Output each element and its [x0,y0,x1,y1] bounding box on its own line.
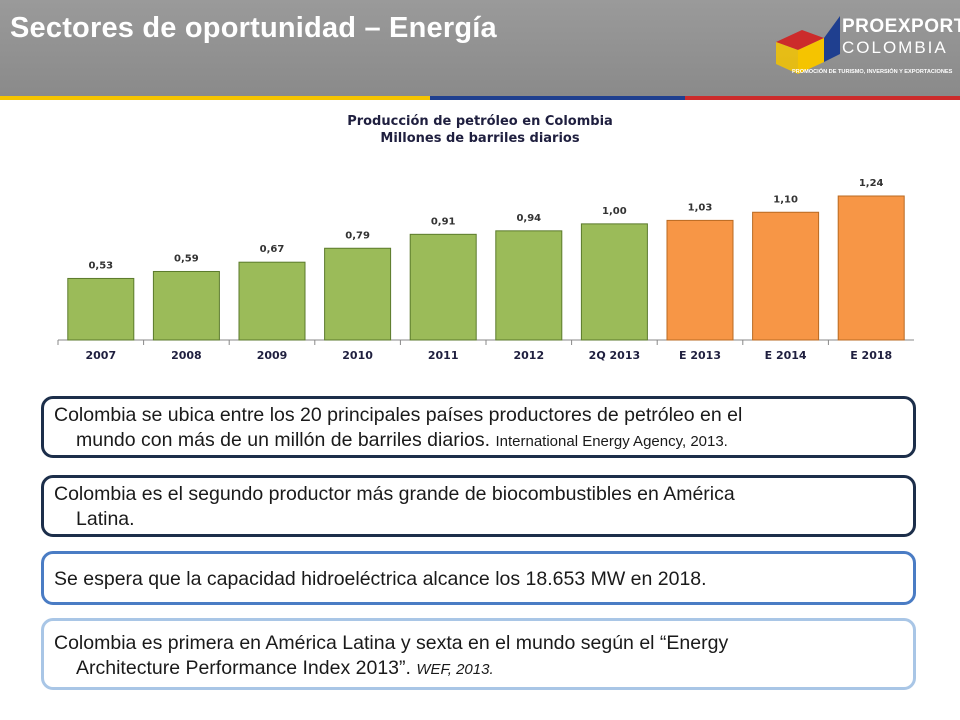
value-label: 0,79 [345,230,370,241]
box2-line1: Colombia es el segundo productor más gra… [54,483,735,505]
value-label: 0,53 [88,260,113,271]
category-label: 2012 [513,349,544,362]
value-label: 1,24 [859,178,884,189]
value-label: 1,00 [602,206,627,217]
bar-2011 [409,233,477,341]
info-box-biofuels: Colombia es el segundo productor más gra… [41,475,916,537]
value-label: 0,67 [260,244,285,255]
info-box-energy-index: Colombia es primera en América Latina y … [41,618,916,690]
value-label: 0,59 [174,253,199,264]
category-label: E 2014 [765,349,807,362]
info-box-hydro: Se espera que la capacidad hidroeléctric… [41,551,916,605]
slide-title: Sectores de oportunidad – Energía [10,12,497,44]
box2-line2: Latina. [76,508,135,530]
proexport-logo-icon [776,16,840,74]
oil-production-chart: 0,53 2007 0,59 2008 0,67 2009 0,79 2010 0,91 2011… [57,178,914,362]
bar-2008 [152,270,220,341]
bar-2q-2013 [580,223,648,341]
logo-name: PROEXPORT [842,16,960,37]
value-label: 0,91 [431,216,456,227]
category-label: 2008 [171,349,202,362]
value-label: 1,03 [688,202,713,213]
logo-tagline: PROMOCIÓN DE TURISMO, INVERSIÓN Y EXPORT… [792,69,953,75]
category-label: 2Q 2013 [589,349,640,362]
value-label: 1,10 [773,194,798,205]
stripe-red [685,96,960,100]
flag-stripes [0,96,960,100]
box1-line1: Colombia se ubica entre los 20 principal… [54,404,743,426]
bar-2012 [495,230,563,341]
chart-title: Producción de petróleo en Colombia [347,114,613,129]
info-box-oil-ranking: Colombia se ubica entre los 20 principal… [41,396,916,458]
bar-e-2013 [666,219,734,341]
chart-subtitle: Millones de barriles diarios [380,131,580,146]
bar-2009 [238,261,306,341]
category-label: E 2013 [679,349,721,362]
bar-e-2014 [752,211,820,341]
logo-subname: COLOMBIA [842,38,948,57]
category-label: E 2018 [850,349,892,362]
stripe-yellow [0,96,430,100]
bar-2007 [67,277,135,341]
box1-source: International Energy Agency, 2013. [495,433,728,450]
slide-header: Sectores de oportunidad – Energía PROEXP… [0,0,960,96]
stripe-blue [430,96,685,100]
box4-line2: Architecture Performance Index 2013”. [76,657,411,679]
category-label: 2010 [342,349,373,362]
box4-line1: Colombia es primera en América Latina y … [54,632,729,654]
category-label: 2007 [85,349,116,362]
category-label: 2009 [257,349,288,362]
bar-e-2018 [837,195,905,341]
box4-source: WEF, 2013. [416,661,494,678]
box1-line2: mundo con más de un millón de barriles d… [76,429,491,451]
chart-title-block: Producción de petróleo en Colombia Millo… [0,113,960,147]
box3-text: Se espera que la capacidad hidroeléctric… [54,568,707,590]
bar-2010 [324,247,392,341]
value-label: 0,94 [516,213,541,224]
category-label: 2011 [428,349,459,362]
